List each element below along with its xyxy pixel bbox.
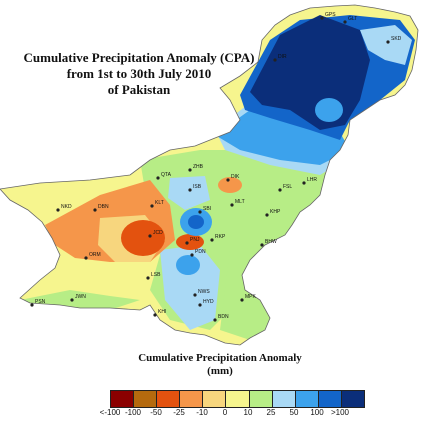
legend-tick-label: 0 (222, 408, 228, 417)
legend-tick-label: 10 (243, 408, 253, 417)
station-label: NWS (198, 289, 210, 295)
legend-swatch (134, 391, 158, 407)
station-label: ISB (193, 184, 202, 190)
station-label: KHI (158, 309, 166, 315)
station-marker (278, 188, 282, 192)
station-label: NKD (61, 204, 72, 210)
station-label: LSB (151, 272, 161, 278)
station-label: PNJ (190, 237, 200, 243)
station-marker (198, 210, 202, 214)
legend-swatch (295, 391, 319, 407)
station-marker (343, 20, 347, 24)
legend-title-line: (mm) (207, 365, 233, 377)
station-marker (320, 16, 324, 20)
station-marker (146, 276, 150, 280)
legend-swatch (157, 391, 181, 407)
legend-swatch (226, 391, 250, 407)
station-marker (193, 293, 197, 297)
station-label: KLT (155, 200, 164, 206)
legend-tick-label: 50 (289, 408, 299, 417)
station-marker (93, 208, 97, 212)
station-label: LHR (307, 177, 317, 183)
station-label: DIK (231, 174, 240, 180)
station-marker (265, 213, 269, 217)
map-title-line: Cumulative Precipitation Anomaly (CPA) (23, 50, 255, 65)
station-label: PSN (35, 299, 46, 305)
legend-tick-label: 25 (266, 408, 276, 417)
station-marker (190, 253, 194, 257)
station-label: MLT (235, 199, 245, 205)
station-label: FSL (283, 184, 292, 190)
station-marker (260, 243, 264, 247)
station-marker (156, 176, 160, 180)
station-marker (188, 168, 192, 172)
station-label: GPS (325, 12, 336, 18)
station-label: DBN (98, 204, 109, 210)
station-label: KHP (270, 209, 281, 215)
legend-title: Cumulative Precipitation Anomaly (mm) (100, 352, 340, 378)
station-label: MPK (245, 294, 257, 300)
station-label: RKP (215, 234, 226, 240)
station-label: GLT (348, 16, 357, 22)
station-label: BHW (265, 239, 277, 245)
legend-swatch (203, 391, 227, 407)
station-label: JCD (153, 230, 163, 236)
country-border (0, 4, 419, 346)
station-label: JWN (75, 294, 86, 300)
station-marker (148, 234, 152, 238)
station-marker (210, 238, 214, 242)
legend-tick-label: >100 (330, 408, 350, 417)
map-title-line: of Pakistan (107, 82, 171, 97)
legend-tick-label: -100 (124, 408, 142, 417)
station-marker (70, 298, 74, 302)
station-label: HYD (203, 299, 214, 305)
legend-tick-label: -25 (173, 408, 185, 417)
station-marker (273, 58, 277, 62)
station-marker (84, 256, 88, 260)
station-label: SBI (203, 206, 211, 212)
station-label: PDN (195, 249, 206, 255)
station-label: ORM (89, 252, 101, 258)
station-marker (56, 208, 60, 212)
station-marker (153, 313, 157, 317)
station-label: SKD (391, 36, 402, 42)
station-marker (240, 298, 244, 302)
station-marker (386, 40, 390, 44)
station-marker (198, 303, 202, 307)
station-marker (213, 318, 217, 322)
station-marker (185, 241, 189, 245)
station-marker (30, 303, 34, 307)
legend-swatch (341, 391, 365, 407)
legend-swatch (272, 391, 296, 407)
map-title-line: from 1st to 30th July 2010 (66, 66, 212, 81)
station-marker (150, 204, 154, 208)
station-marker (230, 203, 234, 207)
station-label: QTA (161, 172, 172, 178)
legend-title-line: Cumulative Precipitation Anomaly (138, 352, 302, 364)
station-label: ZHB (193, 164, 204, 170)
station-layer: GPS GLT SKD DIR QTA DIK ZHB ISB NKD DBN KLT SBI JCD M… (30, 12, 402, 322)
legend-swatch (111, 391, 135, 407)
legend-tick-label: 100 (310, 408, 324, 417)
station-marker (188, 188, 192, 192)
legend-labels: <-100 -100 -50 -25 -10 0 10 25 50 100 >100 (99, 408, 374, 420)
station-label: DIR (278, 54, 287, 60)
map-title: Cumulative Precipitation Anomaly (CPA) f… (8, 50, 270, 98)
legend-tick-label: -10 (196, 408, 208, 417)
station-label: BDN (218, 314, 229, 320)
station-marker (302, 181, 306, 185)
legend-tick-label: -50 (150, 408, 162, 417)
station-marker (226, 178, 230, 182)
legend-swatch (249, 391, 273, 407)
legend-swatch (180, 391, 204, 407)
legend-swatch (318, 391, 342, 407)
color-legend (110, 390, 365, 408)
legend-tick-label: <-100 (99, 408, 121, 417)
